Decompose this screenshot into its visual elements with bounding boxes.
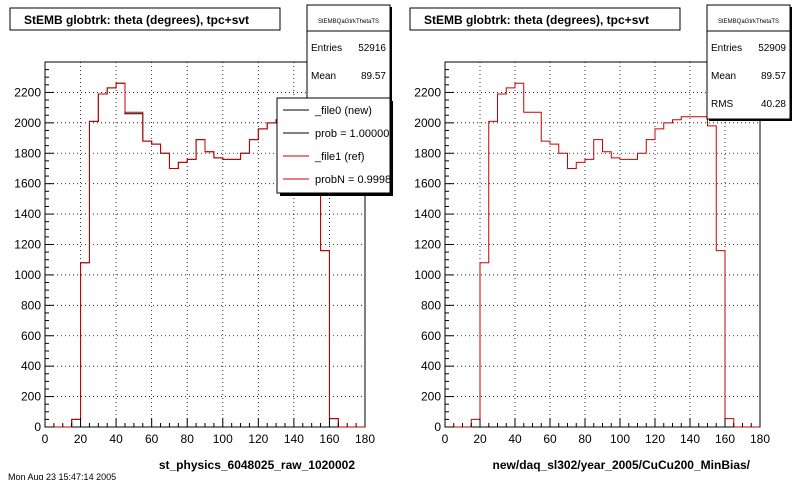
legend-label: prob = 1.000000: [315, 128, 395, 140]
title-box: [9, 7, 281, 31]
y-tick-label: 200: [421, 390, 441, 404]
y-tick-label: 0: [34, 420, 41, 434]
stats-name: StEMBQaGtrkThetaTS: [318, 19, 379, 25]
title-box: [409, 7, 681, 31]
chart-title: StEMB globtrk: theta (degrees), tpc+svt: [24, 13, 249, 27]
y-tick-label: 1600: [414, 177, 441, 191]
footer-timestamp: Mon Aug 23 15:47:14 2005: [8, 472, 116, 480]
stats-label-entries: Entries: [311, 43, 342, 54]
stats-value-mean: 89.57: [761, 71, 786, 82]
histogram-series-ref: [445, 82, 760, 428]
legend: _file0 (new) prob = 1.000000 _file1 (ref) p…: [276, 97, 403, 196]
x-tick-label: 80: [181, 432, 195, 446]
y-tick-label: 1000: [414, 268, 441, 282]
y-tick-label: 0: [434, 420, 441, 434]
legend-label: probN = 0.999857: [315, 174, 403, 186]
stats-value-entries: 52909: [758, 43, 786, 54]
x-tick-label: 40: [109, 432, 123, 446]
stats-label-entries: Entries: [711, 43, 742, 54]
y-tick-label: 2200: [14, 85, 41, 99]
y-tick-label: 1400: [414, 207, 441, 221]
x-tick-label: 40: [508, 432, 522, 446]
x-tick-label: 160: [715, 432, 735, 446]
x-tick-label: 80: [578, 432, 592, 446]
x-tick-label: 0: [442, 432, 449, 446]
stats-name: StEMBQaGtrkThetaTS: [718, 19, 779, 25]
stats-box: [706, 4, 791, 120]
y-tick-label: 2000: [414, 116, 441, 130]
y-tick-label: 1400: [14, 207, 41, 221]
x-tick-label: 100: [610, 432, 630, 446]
y-tick-label: 800: [21, 298, 41, 312]
legend-box: [276, 97, 391, 194]
x-tick-label: 180: [355, 432, 375, 446]
y-tick-label: 400: [21, 359, 41, 373]
stats-value-rms: 40.28: [761, 99, 786, 110]
stats-value-entries: 52916: [358, 43, 386, 54]
y-tick-label: 200: [21, 390, 41, 404]
x-tick-label: 100: [213, 432, 233, 446]
legend-label: _file0 (new): [314, 105, 372, 117]
stats-label-mean: Mean: [711, 71, 736, 82]
y-tick-label: 600: [21, 329, 41, 343]
x-tick-label: 160: [319, 432, 339, 446]
x-axis-label: new/daq_sl302/year_2005/CuCu200_MinBias/: [493, 458, 751, 472]
y-tick-label: 1200: [414, 238, 441, 252]
x-tick-label: 140: [284, 432, 304, 446]
chart-title: StEMB globtrk: theta (degrees), tpc+svt: [424, 13, 649, 27]
y-tick-label: 1600: [14, 177, 41, 191]
y-tick-label: 1200: [14, 238, 41, 252]
x-tick-label: 60: [145, 432, 159, 446]
y-tick-label: 2000: [14, 116, 41, 130]
stats-label-mean: Mean: [311, 71, 336, 82]
x-tick-label: 0: [42, 432, 49, 446]
histogram-panel-2: 0 20 40 60 80 100 120 140 160 1800200400600800100…: [409, 4, 792, 472]
legend-label: _file1 (ref): [314, 151, 365, 163]
x-tick-label: 120: [248, 432, 268, 446]
x-tick-label: 140: [680, 432, 700, 446]
legend-entries: _file0 (new) prob = 1.000000 _file1 (ref) p…: [283, 105, 403, 186]
x-tick-label: 120: [645, 432, 665, 446]
y-tick-label: 800: [421, 298, 441, 312]
stats-label-rms: RMS: [711, 99, 734, 110]
x-tick-label: 60: [543, 432, 557, 446]
stats-value-mean: 89.57: [361, 71, 386, 82]
y-tick-label: 1800: [414, 146, 441, 160]
histogram-panel-1: 0 20 40 60 80 100 120 140 160 1800200400600800100…: [9, 4, 403, 472]
x-tick-label: 20: [74, 432, 88, 446]
x-tick-label: 20: [473, 432, 487, 446]
y-tick-label: 400: [421, 359, 441, 373]
x-axis-label: st_physics_6048025_raw_1020002: [159, 458, 355, 472]
x-tick-label: 180: [750, 432, 770, 446]
y-tick-label: 1800: [14, 146, 41, 160]
y-tick-label: 600: [421, 329, 441, 343]
y-tick-label: 2200: [414, 85, 441, 99]
y-tick-label: 1000: [14, 268, 41, 282]
